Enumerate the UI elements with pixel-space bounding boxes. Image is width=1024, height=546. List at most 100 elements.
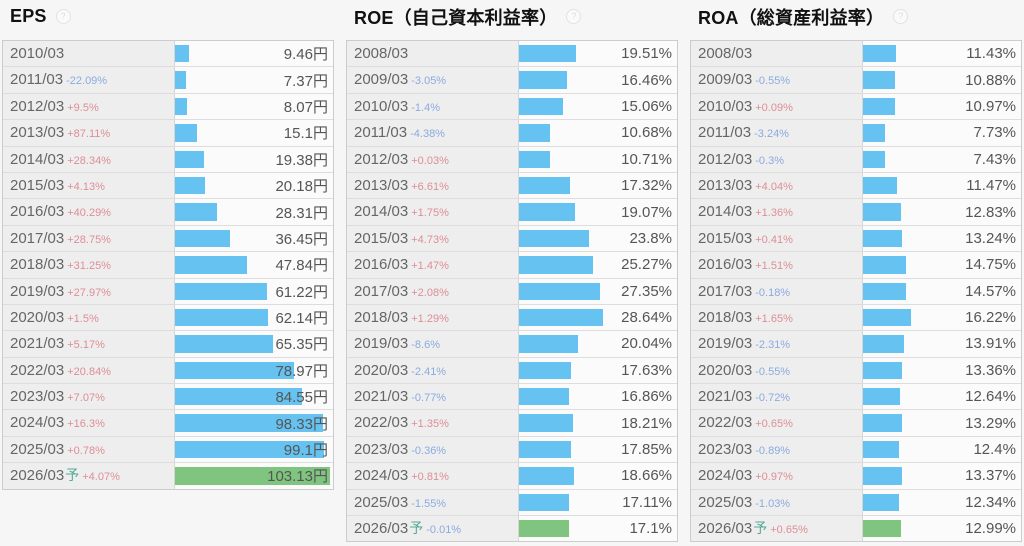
- value-bar: [862, 308, 911, 327]
- value-bar: [518, 203, 576, 221]
- value-bar: [174, 256, 247, 274]
- value-label: 20.04%: [621, 335, 672, 353]
- forecast-bar: [518, 520, 570, 538]
- year-label: 2025/03: [10, 440, 65, 458]
- row-label-cell: 2024/03 +0.81%: [347, 463, 519, 489]
- row-value-cell: 13.91%: [862, 331, 1021, 357]
- row-label-cell: 2026/03 予 -0.01%: [347, 516, 519, 542]
- value-bar: [174, 414, 323, 432]
- value-label: 98.33円: [275, 415, 328, 433]
- row-label-cell: 2016/03 +1.51%: [691, 252, 863, 278]
- year-label: 2020/03: [354, 361, 409, 379]
- row-label-cell: 2008/03: [347, 41, 519, 67]
- row-value-cell: 36.45円: [174, 225, 333, 252]
- value-label: 10.97%: [965, 97, 1016, 115]
- row-value-cell: 17.1%: [518, 516, 677, 542]
- value-label: 13.36%: [965, 361, 1016, 379]
- value-bar: [518, 97, 564, 116]
- year-label: 2015/03: [10, 176, 65, 194]
- yoy-change: +1.36%: [755, 207, 793, 220]
- row-value-cell: 13.37%: [862, 463, 1021, 489]
- row-label-cell: 2018/03 +1.65%: [691, 304, 863, 331]
- row-value-cell: 12.99%: [862, 516, 1021, 542]
- value-bar: [174, 388, 303, 406]
- year-label: 2026/03: [10, 467, 65, 485]
- table-row: 2008/03 11.43%: [691, 41, 1021, 68]
- year-label: 2013/03: [10, 124, 65, 142]
- year-label: 2008/03: [354, 45, 409, 62]
- table-row: 2019/03 -8.6% 20.04%: [347, 331, 677, 358]
- value-label: 13.24%: [965, 229, 1016, 247]
- value-bar: [174, 229, 230, 248]
- value-label: 9.46円: [283, 46, 328, 64]
- value-label: 15.06%: [621, 97, 672, 115]
- table-row: 2015/03 +4.73% 23.8%: [347, 225, 677, 253]
- row-value-cell: 12.4%: [862, 436, 1021, 463]
- value-bar: [518, 308, 604, 327]
- year-label: 2014/03: [354, 203, 409, 221]
- value-label: 78.97円: [275, 362, 328, 380]
- yoy-change: +0.81%: [411, 471, 449, 484]
- year-label: 2012/03: [698, 150, 753, 168]
- year-label: 2021/03: [354, 388, 409, 406]
- table-row: 2010/03 9.46円: [3, 41, 333, 68]
- value-bar: [174, 282, 267, 300]
- row-label-cell: 2026/03 予 +4.07%: [3, 463, 175, 489]
- value-bar: [174, 124, 198, 142]
- yoy-change: +1.65%: [755, 312, 793, 325]
- row-value-cell: 14.57%: [862, 278, 1021, 304]
- row-label-cell: 2019/03 +27.97%: [3, 278, 175, 304]
- yoy-change: +4.73%: [411, 233, 449, 246]
- row-label-cell: 2013/03 +4.04%: [691, 172, 863, 199]
- value-bar: [518, 282, 600, 300]
- yoy-change: +27.97%: [67, 286, 111, 299]
- year-label: 2018/03: [354, 308, 409, 326]
- help-icon[interactable]: ?: [893, 9, 909, 24]
- row-label-cell: 2022/03 +1.35%: [347, 410, 519, 436]
- value-bar: [862, 97, 896, 116]
- value-bar: [862, 414, 902, 432]
- value-bar: [862, 282, 906, 300]
- value-label: 14.57%: [965, 282, 1016, 300]
- yoy-change: +1.51%: [755, 260, 793, 273]
- value-label: 17.1%: [629, 520, 672, 538]
- row-value-cell: 19.07%: [518, 199, 677, 225]
- row-value-cell: 9.46円: [174, 41, 333, 67]
- row-value-cell: 7.73%: [862, 120, 1021, 146]
- row-label-cell: 2014/03 +1.36%: [691, 199, 863, 225]
- value-label: 19.07%: [621, 203, 672, 221]
- year-label: 2017/03: [354, 282, 409, 300]
- row-label-cell: 2011/03 -22.09%: [3, 67, 175, 93]
- year-label: 2010/03: [10, 45, 65, 62]
- help-icon[interactable]: ?: [55, 9, 71, 24]
- value-label: 15.1円: [283, 125, 328, 143]
- value-label: 19.51%: [621, 45, 672, 63]
- value-bar: [862, 71, 895, 89]
- value-label: 47.84円: [275, 257, 328, 275]
- year-label: 2016/03: [698, 256, 753, 274]
- year-label: 2024/03: [698, 467, 753, 485]
- value-bar: [174, 361, 294, 380]
- row-value-cell: 17.32%: [518, 172, 677, 199]
- table-row: 2014/03 +1.36% 12.83%: [691, 199, 1021, 226]
- yoy-change: +7.07%: [67, 392, 105, 405]
- table-row: 2025/03 -1.55% 17.11%: [347, 489, 677, 517]
- yoy-change: +1.75%: [411, 207, 449, 220]
- eps-table: 2010/03 9.46円 2011/03 -22.09% 7.37円 2012/03 +9…: [2, 40, 334, 490]
- value-label: 7.37円: [283, 72, 328, 90]
- yoy-change: -0.18%: [755, 286, 791, 299]
- row-label-cell: 2025/03 -1.03%: [691, 489, 863, 516]
- value-bar: [518, 71, 568, 89]
- value-bar: [174, 45, 189, 63]
- row-label-cell: 2023/03 -0.89%: [691, 436, 863, 463]
- yoy-change: -0.55%: [755, 75, 791, 88]
- row-label-cell: 2016/03 +40.29%: [3, 199, 175, 225]
- value-label: 7.43%: [973, 150, 1016, 168]
- year-label: 2023/03: [354, 440, 409, 458]
- row-value-cell: 47.84円: [174, 252, 333, 278]
- help-icon[interactable]: ?: [566, 9, 582, 24]
- table-row: 2021/03 +5.17% 65.35円: [3, 331, 333, 358]
- year-label: 2026/03: [698, 520, 753, 538]
- year-label: 2024/03: [10, 414, 65, 432]
- year-label: 2022/03: [10, 361, 65, 379]
